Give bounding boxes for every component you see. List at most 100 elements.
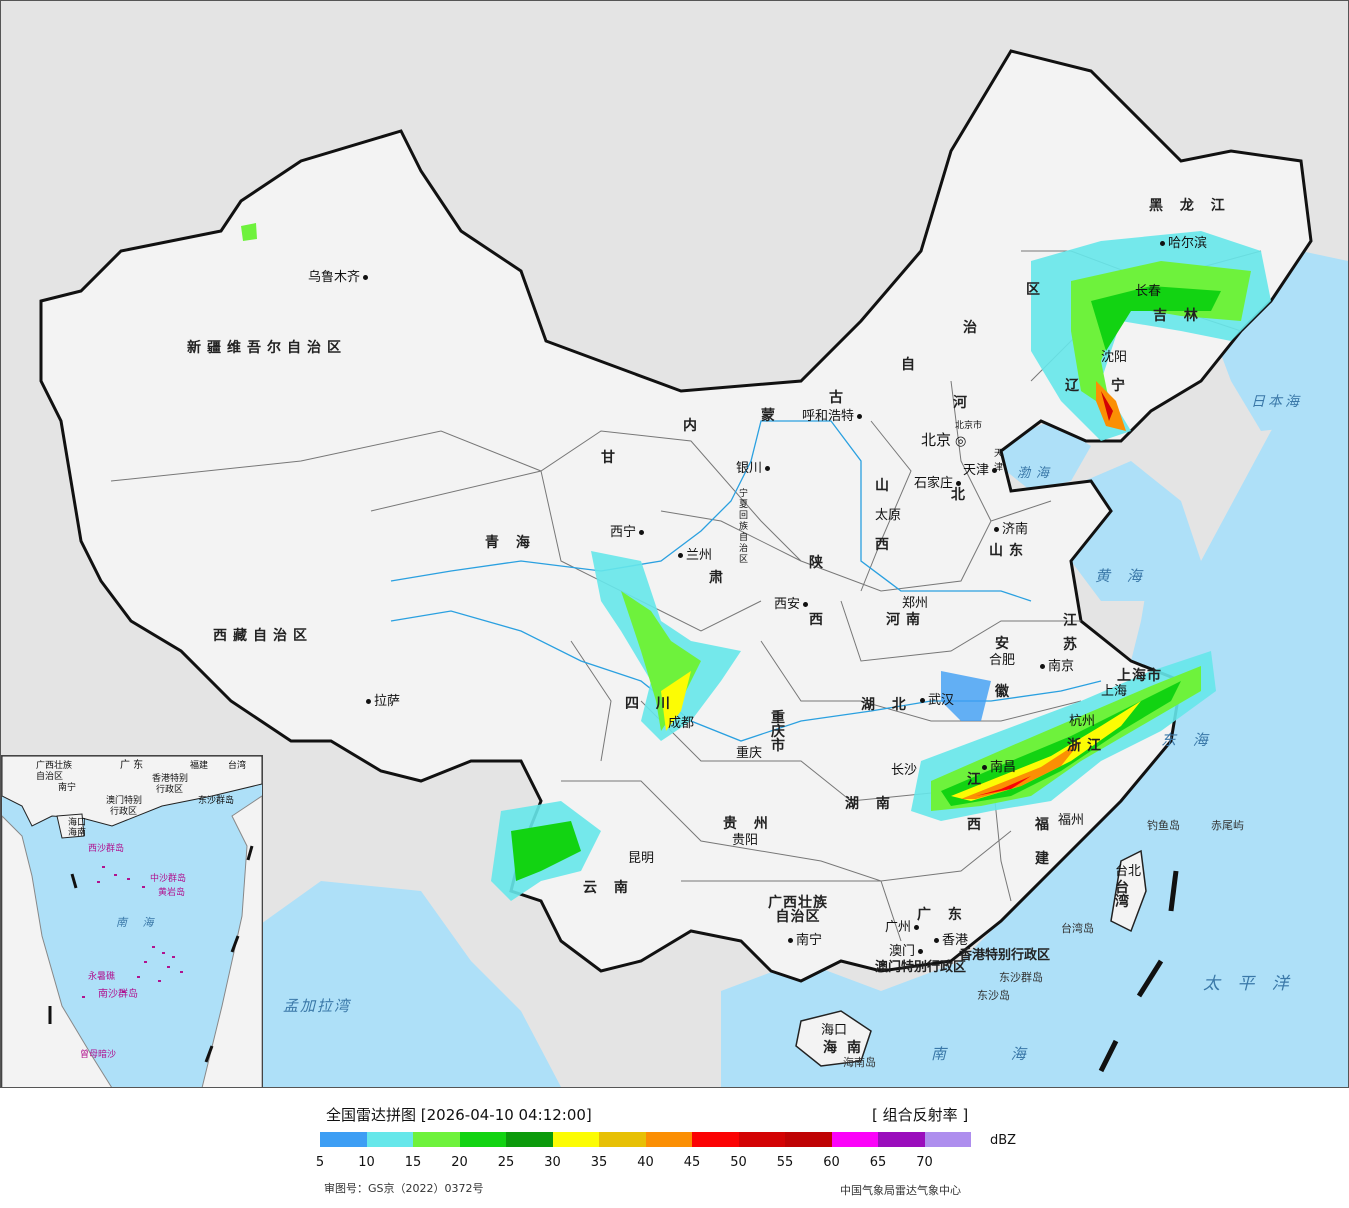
inset-label-dongsha: 东沙群岛: [198, 796, 235, 806]
south-china-sea-inset: 广西壮族 自治区 南宁 广 东 福建 台湾 香港特别 行政区 澳门特别 行政区 …: [1, 755, 263, 1087]
inset-label-guangdong: 广 东: [120, 760, 144, 771]
legend-tick-label: 5: [315, 1155, 325, 1170]
city-beijing-small: 北京市: [955, 421, 983, 431]
inset-label-hainan: 海南: [68, 828, 87, 838]
city-urumqi: 乌鲁木齐: [308, 271, 371, 285]
city-lhasa: 拉萨: [363, 695, 400, 709]
legend-swatch: [924, 1132, 971, 1147]
inset-label-xisha: 西沙群岛: [88, 844, 125, 854]
legend-color-bar: [320, 1132, 971, 1147]
city-hefei: 合肥: [989, 653, 1016, 668]
region-neimenggu-3: 古: [829, 390, 849, 406]
legend-tick-label: 40: [637, 1155, 654, 1170]
legend-product: [ 组合反射率 ]: [872, 1106, 969, 1124]
inset-label-hk: 香港特别: [152, 774, 189, 784]
city-jinan: 济南: [991, 523, 1028, 537]
legend-title: 全国雷达拼图 [2026-04-10 04:12:00]: [326, 1106, 592, 1124]
region-guangdong: 广 东: [917, 907, 968, 923]
region-macau-sar: 澳门特别行政区: [875, 960, 967, 975]
legend-swatch: [366, 1132, 413, 1147]
region-shaanxi-1: 陕: [809, 555, 829, 571]
island-taiwandao: 台湾岛: [1061, 922, 1094, 935]
legend-swatch: [738, 1132, 785, 1147]
china-basemap: [39, 49, 1348, 1087]
legend-tick-label: 10: [358, 1155, 375, 1170]
city-shenyang: 沈阳: [1101, 350, 1128, 365]
legend-tick-label: 35: [590, 1155, 608, 1170]
legend-swatch: [599, 1132, 646, 1147]
sea-boundary-marks: [1098, 870, 1179, 1073]
legend-tick-label: 20: [451, 1155, 468, 1170]
city-beijing: 北京 ◎: [921, 431, 967, 449]
region-fujian-2: 建: [1035, 851, 1055, 867]
region-anhui-1: 安: [995, 636, 1015, 652]
island-hainandao: 海南岛: [843, 1056, 876, 1069]
legend-tick-label: 60: [823, 1155, 840, 1170]
region-hubei: 湖 北: [861, 697, 912, 713]
inset-label-zhongsha: 中沙群岛: [150, 874, 187, 884]
map-approval-number: 审图号：GS京（2022）0372号: [324, 1182, 484, 1195]
city-kunming: 昆明: [628, 851, 655, 866]
city-xian: 西安: [774, 598, 811, 612]
region-jiangsu-2: 苏: [1063, 637, 1083, 653]
region-shanxi-2: 西: [875, 537, 895, 553]
legend-swatch: [645, 1132, 692, 1147]
legend-swatch: [831, 1132, 878, 1147]
legend-ticks: 5 10 15 20 25 30 35 40 45 50 55 60 65 70: [316, 1155, 960, 1171]
region-xinjiang: 新疆维吾尔自治区: [187, 340, 347, 356]
island-dongshaqundao: 东沙群岛: [999, 971, 1043, 984]
region-jiangsu-1: 江: [1063, 613, 1083, 629]
legend-swatch: [878, 1132, 925, 1147]
city-yinchuan: 银川: [736, 462, 773, 476]
island-diaoyudao: 钓鱼岛: [1147, 819, 1180, 832]
region-sichuan: 四 川: [625, 696, 676, 712]
radar-map: 新疆维吾尔自治区 西藏自治区 青 海 甘 肃 内 蒙 古 自 治 区 宁夏回族自…: [0, 0, 1349, 1088]
city-chengdu: 成都: [668, 716, 695, 731]
city-tianjin-small: 天津: [994, 449, 1004, 473]
city-taibei: 台北: [1115, 864, 1142, 879]
legend-tick-label: 55: [776, 1155, 794, 1170]
legend-tick-label: 70: [916, 1155, 933, 1170]
inset-label-guangxi2: 自治区: [36, 772, 64, 782]
legend-swatch: [552, 1132, 599, 1147]
region-yunnan: 云 南: [583, 880, 634, 896]
city-xining: 西宁: [610, 526, 647, 540]
region-shaanxi-2: 西: [809, 612, 829, 628]
legend-swatch: [320, 1132, 367, 1147]
city-haikou: 海口: [821, 1023, 848, 1038]
inset-label-fujian: 福建: [190, 761, 209, 771]
city-hangzhou: 杭州: [1069, 714, 1096, 729]
region-shanghai-city: 上海市: [1117, 668, 1162, 684]
legend-tick-label: 50: [730, 1155, 747, 1170]
bay-of-bengal: [231, 881, 561, 1087]
island-chiweiyu: 赤尾屿: [1211, 819, 1244, 832]
region-ningxia: 宁夏回族自治区: [739, 489, 749, 565]
inset-label-hk2: 行政区: [156, 785, 184, 795]
region-hebei-1: 河: [953, 395, 973, 411]
region-heilongjiang: 黑 龙 江: [1149, 198, 1231, 214]
region-liaoning-1: 辽: [1065, 378, 1085, 394]
region-neimenggu-6: 区: [1026, 282, 1046, 298]
city-zhengzhou: 郑州: [902, 596, 929, 611]
region-shandong: 山东: [989, 543, 1029, 559]
sea-taipingyang: 太 平 洋: [1203, 974, 1295, 994]
legend-swatch: [785, 1132, 832, 1147]
inset-map: [2, 756, 262, 1087]
region-qinghai: 青 海: [485, 535, 536, 551]
inset-label-macau: 澳门特别: [106, 796, 143, 806]
city-taiyuan: 太原: [875, 508, 902, 523]
legend-tick-label: 15: [404, 1155, 422, 1170]
bohai-sea: [1001, 421, 1091, 491]
city-harbin: 哈尔滨: [1157, 237, 1207, 251]
city-tianjin: 天津: [963, 464, 1000, 478]
region-taiwan: 台湾: [1115, 880, 1129, 910]
region-neimenggu-2: 蒙: [761, 408, 781, 424]
region-neimenggu-5: 治: [963, 320, 983, 336]
city-macau: 澳门: [889, 945, 926, 959]
region-fujian-1: 福: [1035, 817, 1055, 833]
city-guangzhou: 广州: [885, 921, 922, 935]
sea-donghai: 东 海: [1161, 731, 1214, 749]
inset-label-yongshu: 永暑礁: [88, 972, 116, 982]
region-shanxi-1: 山: [875, 478, 895, 494]
region-zhejiang: 浙江: [1067, 738, 1107, 754]
